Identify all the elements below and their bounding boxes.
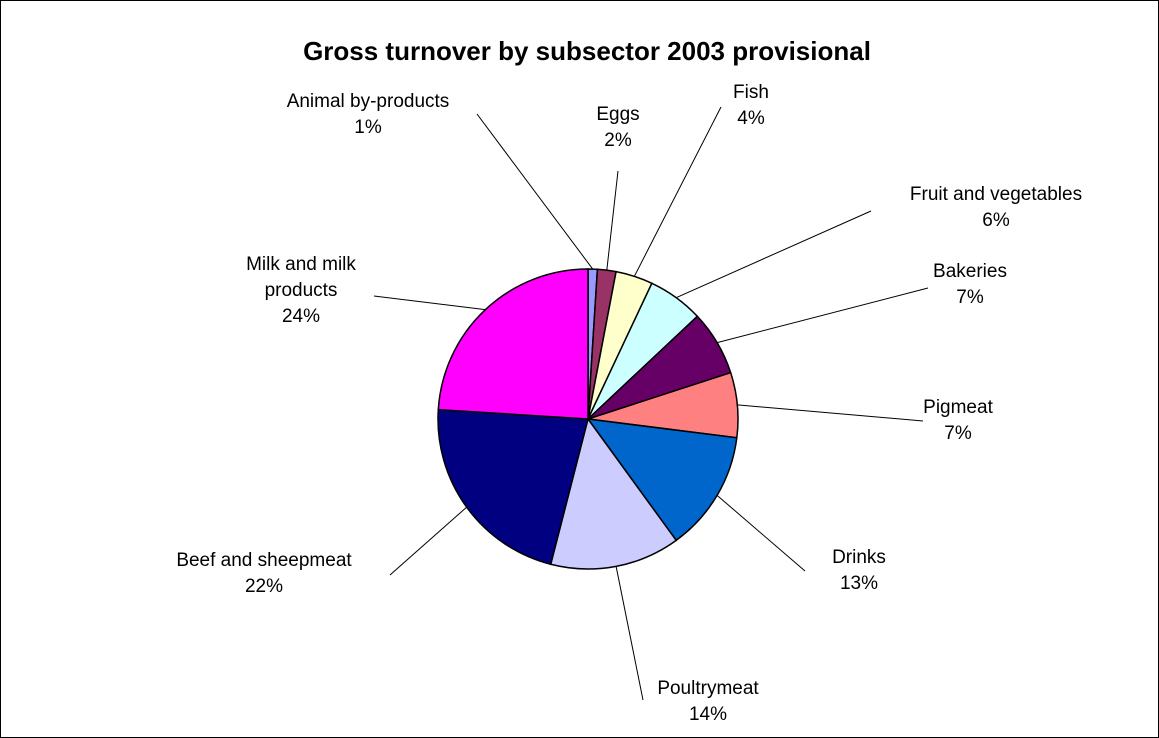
leader-line-beef-and-sheepmeat (389, 506, 467, 576)
label-pigmeat: Pigmeat 7% (923, 397, 993, 444)
leader-line-fish (633, 106, 722, 277)
chart-title: Gross turnover by subsector 2003 provisi… (303, 36, 871, 66)
slice-percent: 7% (956, 287, 984, 308)
slice-percent: 22% (245, 576, 283, 597)
slice-name: products (265, 280, 338, 301)
leader-lines (373, 106, 929, 701)
slice-percent: 6% (982, 210, 1010, 231)
label-milk-and-milk-products: Milk and milk products 24% (246, 254, 356, 327)
leader-line-animal-by-products (476, 113, 594, 270)
label-fish: Fish 4% (733, 82, 769, 129)
slice-percent: 13% (840, 573, 878, 594)
slice-name: Bakeries (933, 261, 1007, 282)
slice-percent: 2% (604, 130, 632, 151)
slice-name: Poultrymeat (657, 678, 759, 699)
slice-name: Pigmeat (923, 397, 993, 418)
slice-name: Beef and sheepmeat (176, 550, 352, 571)
slice-name: Fruit and vegetables (910, 184, 1082, 205)
leader-line-drinks (716, 494, 806, 572)
slice-name: Fish (733, 82, 769, 103)
leader-line-poultrymeat (615, 566, 644, 701)
label-beef-and-sheepmeat: Beef and sheepmeat 22% (176, 550, 352, 597)
pie-slices (437, 268, 739, 570)
slice-milk-and-milk-products (437, 268, 589, 420)
label-poultrymeat: Poultrymeat 14% (657, 678, 759, 725)
label-drinks: Drinks 13% (832, 547, 886, 594)
slice-percent: 1% (354, 117, 382, 138)
leader-line-fruit-and-vegetables (675, 210, 872, 299)
slice-percent: 24% (282, 306, 320, 327)
slice-name: Animal by-products (287, 91, 450, 112)
slice-percent: 7% (944, 423, 972, 444)
label-fruit-and-vegetables: Fruit and vegetables 6% (910, 184, 1082, 231)
slice-percent: 4% (737, 108, 765, 129)
label-eggs: Eggs 2% (596, 104, 639, 151)
slice-beef-and-sheepmeat (437, 408, 589, 566)
slice-percent: 14% (689, 704, 727, 725)
slice-name: Milk and milk (246, 254, 356, 275)
leader-line-bakeries (716, 287, 929, 344)
leader-line-pigmeat (737, 404, 924, 422)
label-bakeries: Bakeries 7% (933, 261, 1007, 308)
label-animal-by-products: Animal by-products 1% (287, 91, 450, 138)
leader-line-milk-and-milk-products (373, 295, 486, 311)
slice-poultrymeat (549, 417, 678, 570)
slice-name: Drinks (832, 547, 886, 568)
leader-line-eggs (606, 170, 619, 271)
slice-drinks (586, 418, 738, 542)
slice-labels: Animal by-products 1% Eggs 2% Fish 4% Fruit an… (176, 82, 1082, 725)
slice-name: Eggs (596, 104, 639, 125)
